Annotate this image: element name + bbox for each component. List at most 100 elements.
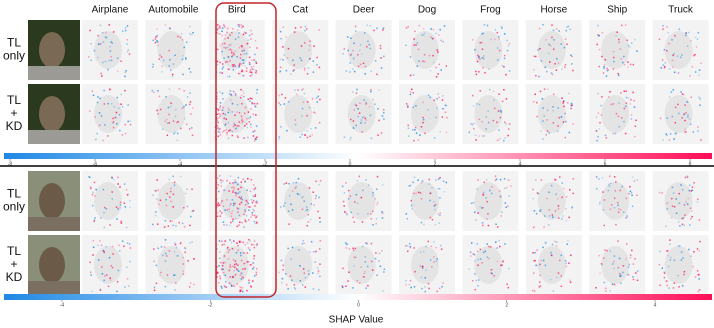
shap-speck [475,279,478,282]
shap-speck [227,121,230,124]
shap-speck [631,205,634,208]
shap-speck [555,245,558,247]
shap-speck [319,263,321,265]
shap-speck [352,68,354,70]
shap-speck [508,42,511,45]
shap-speck [303,92,306,95]
shap-speck [547,88,549,90]
shap-speck [608,175,611,177]
shap-speck [552,122,555,124]
shap-speck [532,272,535,274]
shap-speck [411,207,413,210]
shap-speck [558,116,560,119]
shap-speck [94,116,97,118]
shap-speck [234,94,237,96]
shap-speck [306,101,309,103]
shap-speck [417,139,420,141]
shap-speck [691,66,694,68]
shap-speck [503,178,506,180]
shap-speck [153,260,155,263]
shap-speck [550,72,553,74]
shap-speck [227,56,230,58]
shap-speck [544,66,547,69]
shap-speck [672,287,675,289]
shap-speck [684,131,686,133]
shap-speck [185,104,187,106]
shap-speck [481,222,484,224]
shap-speck [242,25,244,28]
shap-speck [251,262,254,264]
heatmap-silhouette [94,31,122,69]
shap-speck [378,89,380,91]
shap-speck [115,111,118,114]
shap-speck [118,250,121,252]
shap-speck [302,239,304,242]
shap-speck [475,73,478,76]
shap-speck [495,178,498,181]
shap-speck [555,193,557,196]
shap-speck [615,181,617,183]
shap-speck [440,244,442,247]
shap-speck [254,222,257,225]
shap-speck [227,111,230,114]
shap-speck [242,276,244,279]
shap-speck [542,107,544,109]
shap-speck [219,113,222,116]
shap-speck [438,96,441,99]
shap-speck [616,31,619,33]
shap-speck [627,97,629,99]
shap-speck [431,186,433,189]
shap-speck [250,216,252,218]
shap-speck [693,251,695,253]
shap-speck [669,259,672,261]
shap-speck [254,137,257,140]
shap-speck [469,251,472,253]
shap-speck [485,128,487,130]
shap-speck [603,281,606,284]
shap-speck [666,26,668,28]
shap-speck [544,264,547,267]
shap-speck [684,119,686,122]
shap-speck [545,134,547,137]
shap-speck [666,134,668,137]
shap-speck [315,97,318,99]
shap-speck [190,215,192,218]
shap-speck [563,46,566,49]
shap-speck [624,132,627,135]
shap-speck [172,224,174,227]
shap-speck [231,111,233,113]
shap-speck [88,56,90,58]
column-header: Ship [607,5,627,16]
shap-speck [100,244,103,247]
shap-speck [310,128,312,130]
shap-speck [229,44,231,47]
shap-speck [497,59,499,61]
shap-speck [420,276,423,279]
shap-speck [672,66,674,68]
shap-speck [689,75,691,77]
shap-speck [313,45,315,47]
shap-speck [442,107,444,110]
shap-speck [609,208,612,210]
shap-speck [248,63,251,66]
shap-speck [436,290,438,293]
shap-speck [533,259,535,262]
shap-speck [686,101,689,103]
shap-speck [256,202,258,204]
shap-speck [478,103,481,106]
shap-speck [683,204,686,206]
shap-speck [125,226,128,229]
shap-speck [252,68,255,71]
shap-speck [240,181,243,183]
shap-speck [168,49,170,52]
shap-speck [228,210,231,213]
shap-speck [111,122,114,125]
shap-speck [236,208,239,210]
shap-speck [173,251,176,253]
shap-speck [688,189,691,192]
shap-speck [423,53,426,56]
shap-speck [224,261,227,264]
shap-speck [219,261,222,264]
shap-speck [168,178,170,181]
shap-speck [127,285,130,287]
